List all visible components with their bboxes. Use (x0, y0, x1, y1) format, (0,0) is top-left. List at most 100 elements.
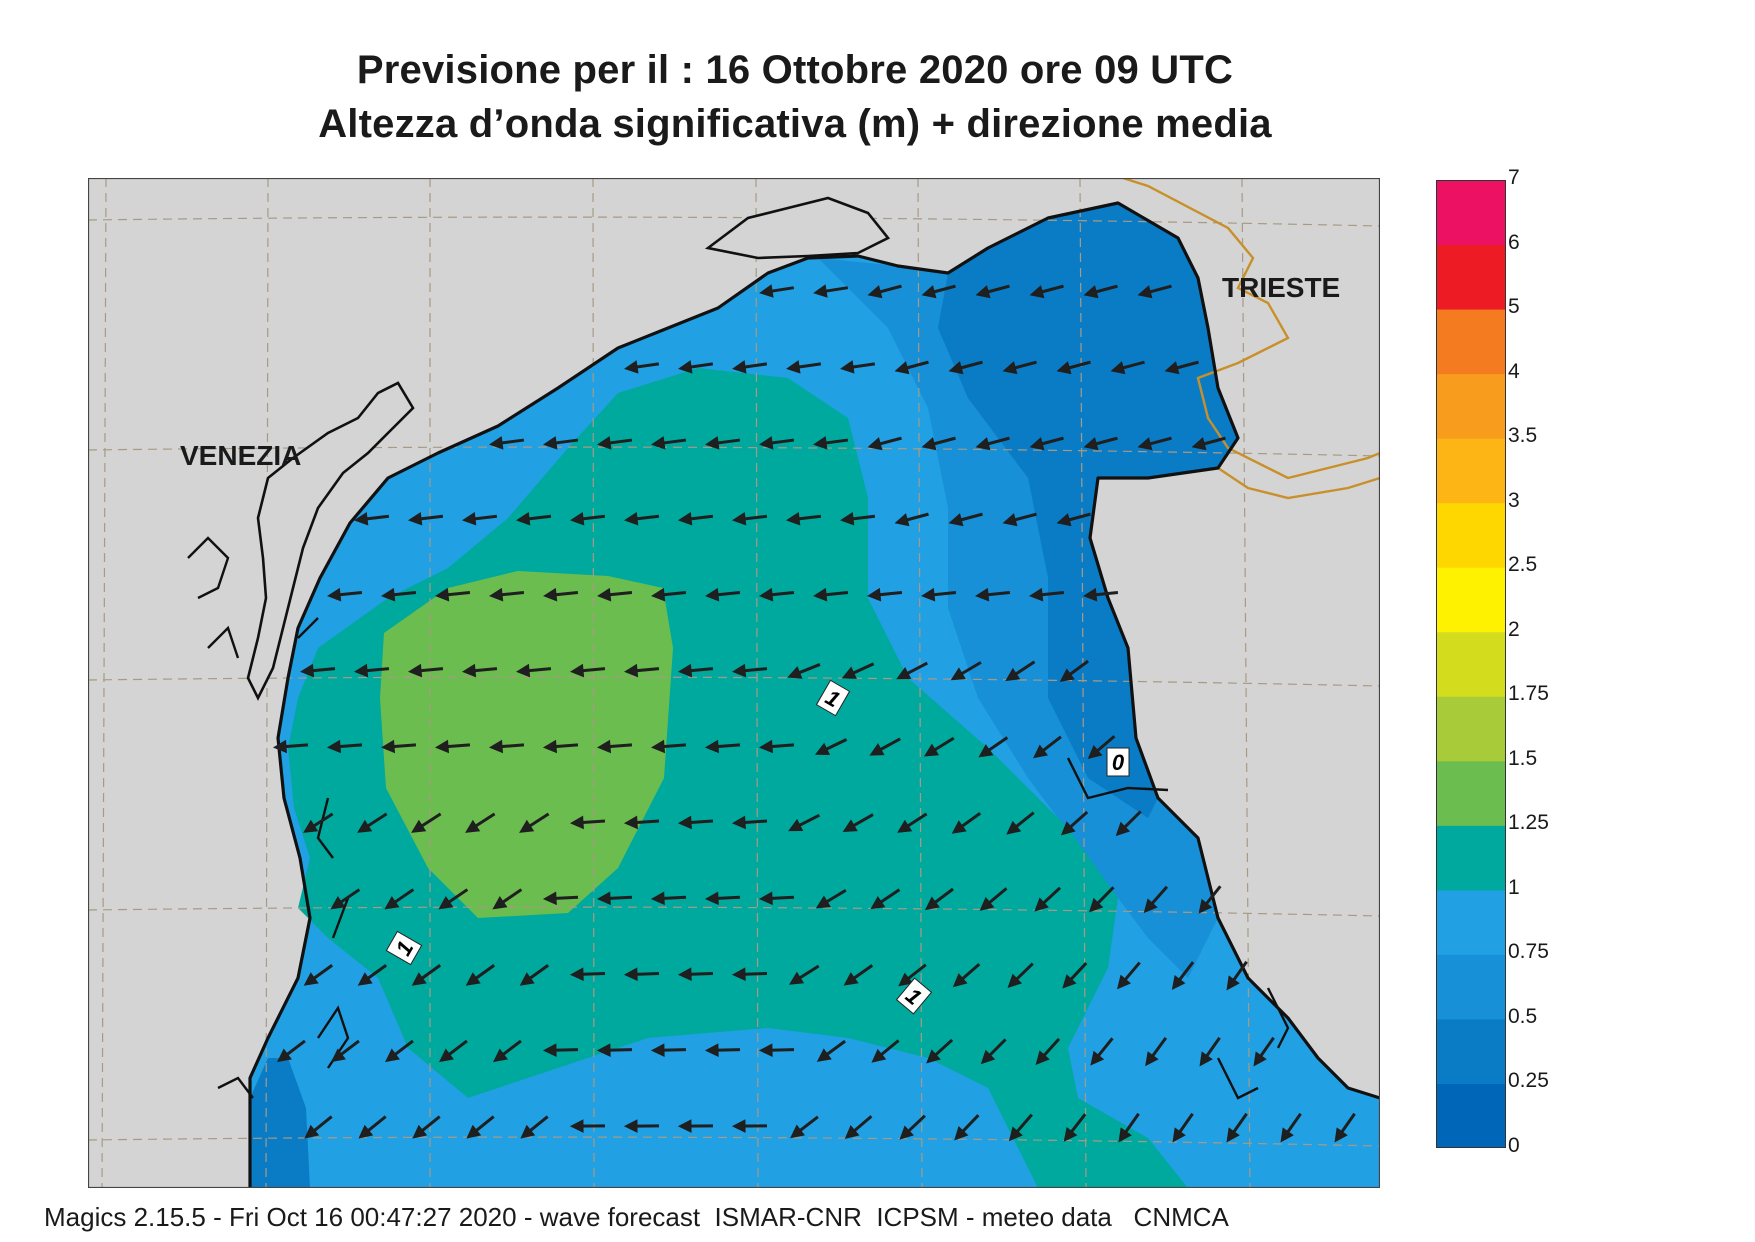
wave-arrow-head (1171, 975, 1186, 991)
graticule (88, 178, 1380, 1188)
wave-arrow-head (519, 819, 535, 833)
wave-arrow-head (596, 587, 612, 602)
wave-arrow-head (438, 1048, 454, 1063)
wave-arrow-head (326, 739, 342, 754)
state-border (1122, 178, 1380, 480)
wave-arrow-head (624, 511, 639, 526)
band-0.25-sw (250, 1058, 310, 1188)
wave-arrow-head (1226, 1127, 1240, 1143)
legend-swatch (1436, 696, 1506, 762)
wave-arrow-head (894, 361, 910, 375)
wave-arrow-head (840, 511, 855, 526)
wave-arrow-head (542, 739, 558, 754)
city-label-trieste: TRIESTE (1222, 272, 1341, 303)
wave-arrow-head (952, 973, 968, 988)
wave-arrow-head (330, 896, 346, 910)
wave-arrow-head (411, 819, 427, 833)
wave-arrow-head (704, 739, 720, 754)
wave-arrow-head (1090, 1050, 1105, 1066)
legend-level-label: 1.25 (1508, 811, 1549, 835)
wave-arrow-head (1029, 437, 1045, 451)
wave-arrow-head (786, 511, 801, 526)
wave-arrow-head (1334, 1127, 1348, 1143)
wave-arrow-head (677, 663, 693, 678)
wave-arrow-head (515, 663, 531, 678)
wave-arrow-head (1191, 437, 1207, 451)
contour-label: 0 (1112, 750, 1125, 775)
wave-arrow-head (924, 896, 940, 911)
wave-arrow-head (732, 360, 747, 374)
legend-level-label: 3 (1508, 488, 1520, 512)
legend-swatch (1436, 825, 1506, 891)
wave-arrow-head (1110, 361, 1126, 375)
wave-arrow-head (731, 967, 746, 982)
legend-swatch (1436, 760, 1506, 826)
wave-arrow-head (786, 360, 801, 374)
wave-arrow-head (788, 818, 804, 832)
wave-arrow-head (677, 815, 692, 830)
wave-arrow-head (542, 891, 557, 906)
state-border-south (1217, 467, 1380, 500)
wave-arrow-head (759, 284, 774, 298)
wave-arrow-head (1063, 1126, 1078, 1142)
wave-arrow-head (569, 815, 584, 830)
legend-swatch (1436, 889, 1506, 955)
wave-arrow-head (843, 972, 859, 986)
wave-arrow-head (412, 1124, 428, 1139)
wave-arrow-head (926, 1049, 941, 1064)
legend-swatch (1436, 954, 1506, 1020)
wave-arrow-head (1143, 898, 1158, 914)
wave-arrow-head (650, 891, 665, 906)
wave-arrow-head (948, 513, 964, 527)
footer-credits: Magics 2.15.5 - Fri Oct 16 00:47:27 2020… (44, 1202, 1229, 1232)
legend-swatch (1436, 244, 1506, 310)
wave-arrow-head (951, 820, 967, 834)
legend-level-label: 0.25 (1508, 1069, 1549, 1093)
wave-arrow-head (899, 1125, 914, 1140)
trieste-gulf-island (704, 196, 891, 260)
wave-arrow-head (923, 743, 940, 757)
legend-level-label: 4 (1508, 359, 1520, 383)
wave-arrow-head (980, 1049, 996, 1065)
wave-arrow-head (1198, 898, 1213, 914)
wave-arrow-head (758, 1043, 773, 1057)
wave-arrow-head (677, 967, 692, 982)
wave-arrow-head (1033, 744, 1048, 759)
wave-arrow-head (758, 587, 774, 602)
wave-arrow-head (569, 967, 584, 982)
wave-arrow-head (814, 742, 831, 755)
legend-level-label: 3.5 (1508, 424, 1538, 448)
wave-arrow-head (1002, 513, 1018, 527)
wave-arrow-head (920, 587, 936, 602)
forecast-time-title: Previsione per il : 16 Ottobre 2020 ore … (356, 48, 1234, 92)
legend-level-label: 1.75 (1508, 682, 1549, 706)
wave-arrow-head (1253, 1051, 1267, 1067)
wave-arrow-head (704, 587, 720, 602)
wave-arrow-head (896, 666, 912, 680)
wave-arrow-head (596, 739, 612, 754)
legend-swatch (1436, 631, 1506, 697)
wave-arrow-head (758, 891, 773, 906)
wave-arrow-head (543, 436, 558, 450)
wave-arrow-head (569, 1119, 584, 1133)
band-1.25 (380, 571, 673, 918)
wave-arrow-head (272, 739, 288, 754)
wave-arrow-head (790, 1124, 805, 1139)
legend-level-label: 0 (1508, 1134, 1520, 1157)
contour-labels: 1 1 1 0 (385, 679, 1130, 1015)
wave-arrow-head (623, 815, 638, 830)
wave-arrow-head (304, 1124, 320, 1139)
wave-arrow-head (1199, 1051, 1213, 1067)
wave-arrow-head (434, 587, 450, 602)
wave-arrow-head (276, 1048, 292, 1063)
wave-arrow-head (678, 511, 693, 526)
wave-arrow-head (1008, 1126, 1023, 1142)
wave-arrow-head (921, 285, 937, 299)
wave-arrow-head (384, 896, 400, 910)
legend-level-label: 5 (1508, 295, 1520, 319)
wave-arrow-head (898, 972, 914, 987)
wave-arrow-head (411, 972, 427, 986)
wave-arrow-head (950, 667, 966, 681)
wave-arrow-head (732, 511, 747, 526)
map-frame (88, 178, 1380, 1188)
